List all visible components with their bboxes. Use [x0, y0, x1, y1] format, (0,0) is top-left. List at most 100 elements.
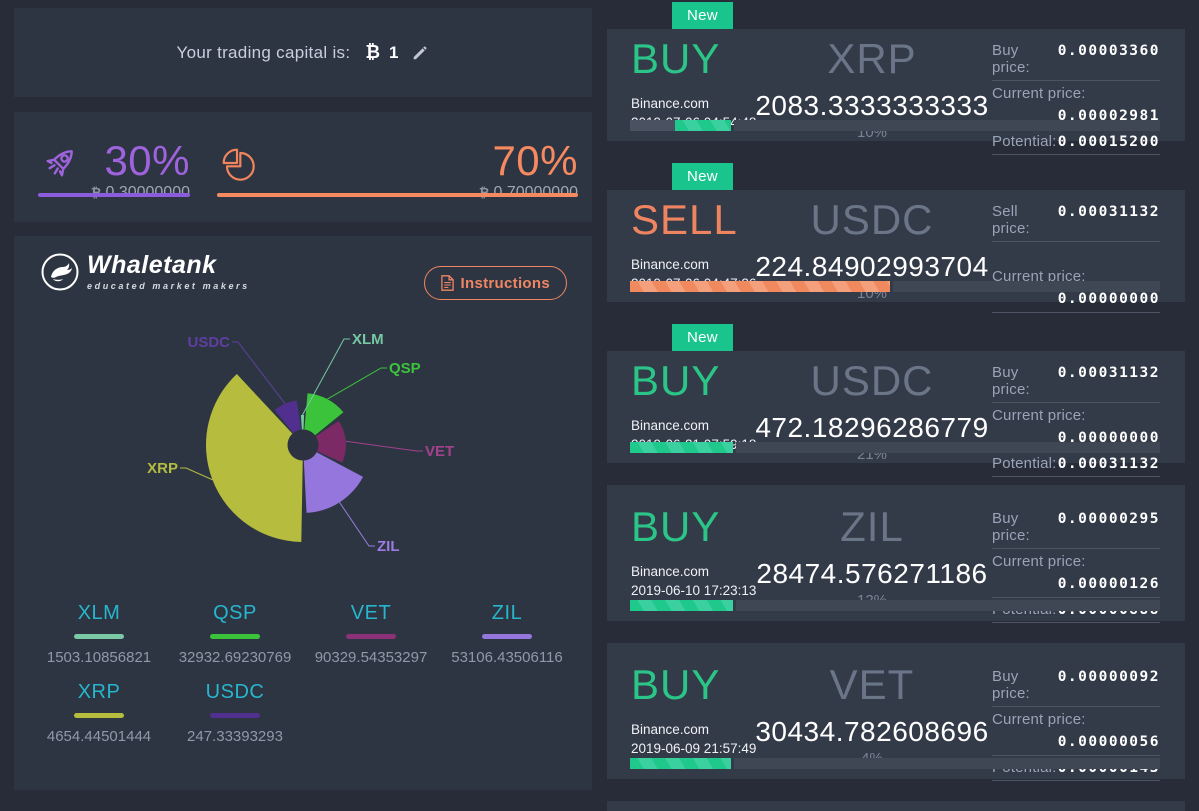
bar-fill-segment: [630, 600, 733, 611]
capital-amount: 1: [389, 42, 399, 62]
signal-amount: 2083.3333333333: [755, 90, 989, 122]
signal-coin: USDC: [810, 196, 934, 243]
new-badge: New: [672, 163, 733, 190]
legend-coin-name: XRP: [77, 681, 121, 703]
btc-symbol: ₿: [91, 185, 102, 200]
bar-fill-segment: [630, 442, 733, 453]
legend-item-xrp[interactable]: XRP 4654.44501444: [31, 681, 167, 745]
signal-left: BUY Binance.com 2019-06-09 21:57:49: [631, 661, 756, 756]
signal-middle: ZIL 28474.576271186 12%: [702, 503, 1042, 609]
signal-progress-bar: [630, 120, 1160, 131]
signal-action: BUY: [631, 503, 721, 550]
signal-amount: 30434.782608696: [755, 716, 989, 748]
instructions-label: Instructions: [460, 274, 550, 292]
pie-label-usdc: USDC: [187, 334, 230, 351]
allocation-right-percent: 70%: [492, 137, 578, 184]
pie-label-zil: ZIL: [377, 538, 400, 555]
price-row: Buy price: 0.00000295: [992, 507, 1160, 549]
legend-color-line: [346, 634, 396, 639]
signal-row: New SELL Binance.com 2019-07-06 04:47:26…: [607, 163, 1185, 313]
new-badge: New: [672, 324, 733, 351]
allocation-right: 70% ₿0.70000000: [217, 112, 578, 222]
legend-coin-name: XLM: [77, 602, 121, 624]
portfolio-pie-chart[interactable]: XLM QSP VET ZIL XRP USDC: [14, 318, 592, 588]
signal-exchange: Binance.com: [631, 564, 710, 580]
legend-color-line: [482, 634, 532, 639]
bar-track: [733, 758, 1160, 769]
legend-coin-name: USDC: [205, 681, 265, 703]
pie-legend: XLM 1503.10856821 QSP 32932.69230769 VET 9032…: [31, 602, 579, 760]
legend-item-qsp[interactable]: QSP 32932.69230769: [167, 602, 303, 666]
pie-slice-zil[interactable]: [303, 445, 364, 513]
legend-item-vet[interactable]: VET 90329.54353297: [303, 602, 439, 666]
signal-amount: 224.84902993704: [755, 251, 989, 283]
bar-track: [735, 442, 1160, 453]
bar-track: [733, 120, 1160, 131]
signal-left: BUY Binance.com 2019-06-10 17:23:13: [631, 503, 756, 598]
signal-card-partial[interactable]: [607, 801, 1185, 811]
legend-coin-name: VET: [350, 602, 392, 624]
price-label: Current price:: [992, 407, 1086, 424]
btc-symbol: ₿: [479, 185, 490, 200]
price-row: Potential: 0.00015200: [992, 130, 1160, 155]
pie-label-xlm: XLM: [352, 331, 384, 348]
allocation-left-percent: 30%: [104, 137, 190, 184]
pie-slice-qsp[interactable]: [303, 393, 344, 445]
signal-card[interactable]: SELL Binance.com 2019-07-06 04:47:26 USD…: [607, 190, 1185, 313]
signal-action: BUY: [631, 357, 721, 404]
signal-coin: USDC: [810, 357, 934, 404]
signal-action: SELL: [631, 196, 738, 243]
signal-coin: XRP: [827, 35, 917, 82]
price-row: Buy price: 0.00003360: [992, 39, 1160, 81]
legend-item-zil[interactable]: ZIL 53106.43506116: [439, 602, 575, 666]
legend-item-usdc[interactable]: USDC 247.33393293: [167, 681, 303, 745]
price-value: 0.00000126: [992, 573, 1160, 598]
price-value: 0.00000000: [992, 288, 1160, 313]
legend-coin-value: 1503.10856821: [46, 649, 152, 666]
pie-leader-line-xlm: [302, 338, 350, 416]
brand-logo: Whaletank educated market makers: [40, 252, 250, 292]
signal-exchange: Binance.com: [631, 96, 710, 112]
signal-card[interactable]: BUY Binance.com 2019-06-21 07:59:18 USDC…: [607, 351, 1185, 477]
brand-text: Whaletank educated market makers: [87, 253, 250, 292]
pie-label-vet: VET: [425, 443, 454, 460]
legend-color-line: [74, 713, 124, 718]
pie-leader-line-xrp: [180, 467, 213, 481]
pie-leader-line-vet: [345, 440, 423, 452]
document-icon: [440, 275, 454, 291]
legend-coin-value: 247.33393293: [187, 728, 283, 745]
signal-row: BUY Binance.com 2019-06-10 17:23:13 ZIL …: [607, 485, 1185, 623]
pie-slice-xrp[interactable]: [206, 374, 303, 542]
whaletank-logo-icon: [41, 253, 79, 291]
signal-progress-bar: [630, 758, 1160, 769]
price-row: Sell price: 0.00031132: [992, 200, 1160, 242]
edit-capital-pencil-icon[interactable]: [411, 44, 429, 62]
legend-coin-name: QSP: [213, 602, 257, 624]
new-badge: New: [672, 2, 733, 29]
pie-leader-line-qsp: [327, 367, 387, 400]
signal-amount: 28474.576271186: [756, 558, 988, 590]
signal-card[interactable]: BUY Binance.com 2019-07-06 04:54:48 XRP …: [607, 29, 1185, 155]
pie-slice-vet[interactable]: [303, 420, 346, 463]
pie-label-xrp: XRP: [147, 460, 178, 477]
price-label: Current price:: [992, 711, 1086, 728]
signals-column: New BUY Binance.com 2019-07-06 04:54:48 …: [607, 2, 1185, 811]
legend-coin-value: 4654.44501444: [46, 728, 152, 745]
bar-track: [892, 281, 1160, 292]
signal-coin: ZIL: [840, 503, 904, 550]
allocation-panel: 30% ₿0.30000000 70% ₿0.70000000: [14, 112, 592, 222]
signal-card[interactable]: BUY Binance.com 2019-06-10 17:23:13 ZIL …: [607, 485, 1185, 623]
legend-item-xlm[interactable]: XLM 1503.10856821: [31, 602, 167, 666]
signal-card[interactable]: BUY Binance.com 2019-06-09 21:57:49 VET …: [607, 643, 1185, 781]
signal-amount: 472.18296286779: [755, 412, 989, 444]
trading-capital-panel: Your trading capital is: ₿ 1: [14, 8, 592, 97]
signal-action: BUY: [631, 661, 721, 708]
instructions-button[interactable]: Instructions: [423, 266, 567, 300]
left-column: Your trading capital is: ₿ 1 30% ₿0.3000…: [14, 8, 592, 790]
legend-coin-value: 53106.43506116: [451, 649, 563, 666]
signal-prices: Sell price: 0.00031132 Current price: 0.000…: [992, 200, 1160, 313]
pie-label-qsp: QSP: [389, 360, 421, 377]
signal-progress-bar: [630, 442, 1160, 453]
pie-chart-icon: [222, 148, 255, 181]
bar-fill-segment: [675, 120, 731, 131]
